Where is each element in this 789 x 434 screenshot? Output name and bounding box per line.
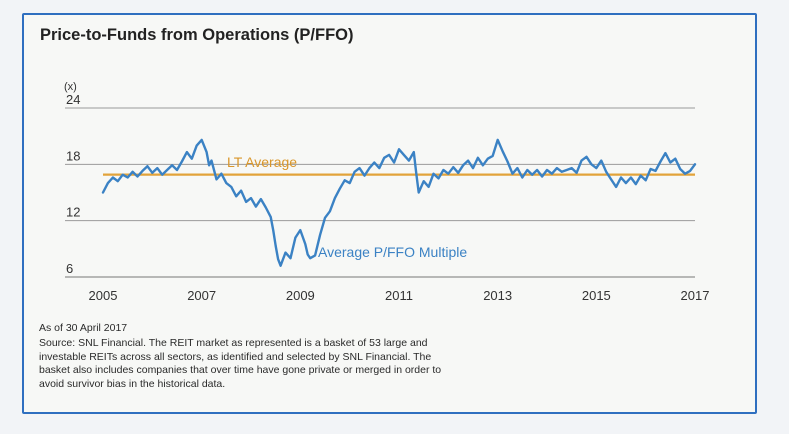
- lt-average-label: LT Average: [227, 154, 297, 170]
- y-tick-label: 18: [66, 148, 80, 163]
- series-annotation-label: Average P/FFO Multiple: [318, 244, 467, 260]
- source-line: avoid survivor bias in the historical da…: [39, 377, 226, 390]
- x-tick-label: 2011: [385, 288, 413, 303]
- chart-title: Price-to-Funds from Operations (P/FFO): [40, 26, 354, 44]
- x-tick-label: 2017: [681, 288, 710, 303]
- source-line: basket also includes companies that over…: [39, 364, 442, 376]
- x-tick-label: 2013: [483, 288, 512, 303]
- x-tick-label: 2007: [187, 288, 216, 303]
- y-axis-label: (x): [64, 81, 77, 93]
- as-of-date: As of 30 April 2017: [39, 322, 128, 334]
- source-line: investable REITs across all sectors, as …: [39, 350, 432, 363]
- source-line: Source: SNL Financial. The REIT market a…: [39, 337, 428, 349]
- y-tick-label: 12: [66, 205, 80, 220]
- x-tick-label: 2005: [89, 288, 118, 303]
- y-tick-label: 6: [66, 261, 73, 276]
- source-note: Source: SNL Financial. The REIT market a…: [39, 337, 729, 391]
- x-tick-label: 2009: [286, 288, 315, 303]
- chart-panel: [22, 13, 757, 414]
- y-tick-label: 24: [66, 92, 80, 107]
- series-line: [101, 138, 697, 267]
- x-tick-label: 2015: [582, 288, 611, 303]
